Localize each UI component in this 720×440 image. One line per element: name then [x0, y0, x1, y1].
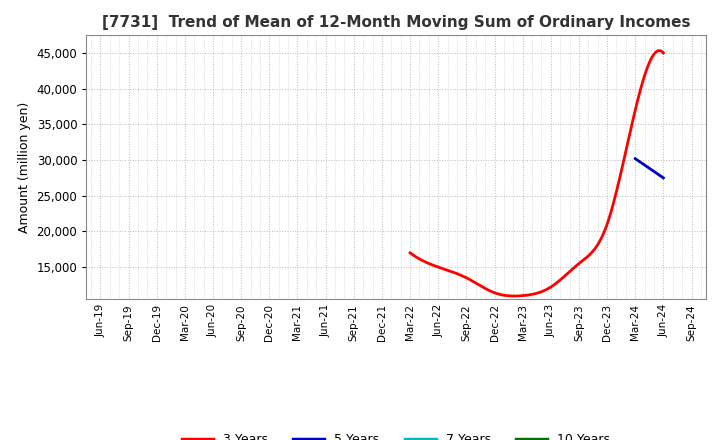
Legend: 3 Years, 5 Years, 7 Years, 10 Years: 3 Years, 5 Years, 7 Years, 10 Years — [177, 429, 615, 440]
Y-axis label: Amount (million yen): Amount (million yen) — [18, 102, 31, 233]
Title: [7731]  Trend of Mean of 12-Month Moving Sum of Ordinary Incomes: [7731] Trend of Mean of 12-Month Moving … — [102, 15, 690, 30]
